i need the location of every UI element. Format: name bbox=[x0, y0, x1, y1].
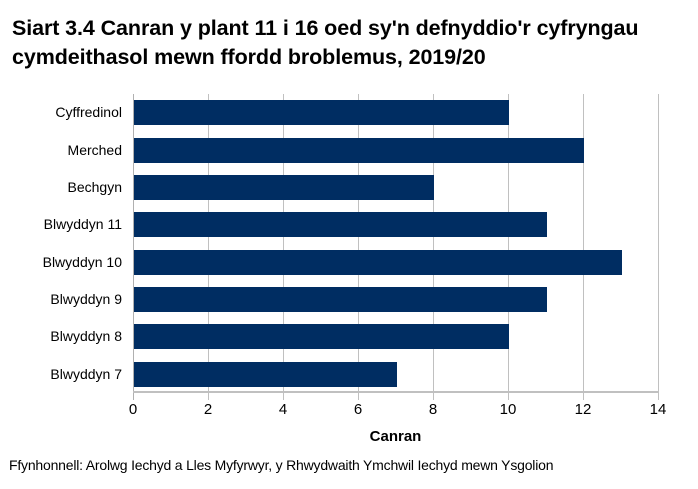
plot-area bbox=[133, 94, 659, 400]
x-tick-label: 12 bbox=[574, 401, 592, 418]
category-label: Merched bbox=[67, 142, 122, 158]
x-tick-label: 8 bbox=[428, 401, 438, 418]
y-axis-line bbox=[133, 94, 134, 400]
category-label: Bechgyn bbox=[67, 179, 122, 195]
x-axis-line bbox=[133, 391, 658, 393]
bar bbox=[134, 175, 434, 200]
category-label: Blwyddyn 7 bbox=[50, 366, 122, 382]
gridline bbox=[283, 94, 284, 400]
bar bbox=[134, 100, 509, 125]
bar bbox=[134, 250, 622, 275]
gridline bbox=[358, 94, 359, 400]
category-label: Blwyddyn 8 bbox=[50, 328, 122, 344]
bar bbox=[134, 212, 547, 237]
x-tick-label: 4 bbox=[278, 401, 288, 418]
x-tick-label: 6 bbox=[353, 401, 363, 418]
category-label: Blwyddyn 11 bbox=[43, 216, 122, 232]
gridline bbox=[508, 94, 509, 400]
bar bbox=[134, 362, 397, 387]
gridline bbox=[583, 94, 584, 400]
source-note: Ffynhonnell: Arolwg Iechyd a Lles Myfyrw… bbox=[9, 457, 554, 473]
x-tick-label: 10 bbox=[499, 401, 517, 418]
category-label: Blwyddyn 9 bbox=[50, 291, 122, 307]
category-label: Blwyddyn 10 bbox=[42, 254, 122, 270]
x-tick-label: 0 bbox=[128, 401, 138, 418]
x-tick-label: 2 bbox=[203, 401, 213, 418]
gridline bbox=[658, 94, 659, 400]
x-axis-label: Canran bbox=[369, 428, 422, 445]
chart-title: Siart 3.4 Canran y plant 11 i 16 oed sy'… bbox=[12, 16, 639, 69]
x-tick-label: 14 bbox=[649, 401, 667, 418]
gridline bbox=[208, 94, 209, 400]
bar bbox=[134, 138, 584, 163]
gridline bbox=[433, 94, 434, 400]
bar bbox=[134, 324, 509, 349]
bar bbox=[134, 287, 547, 312]
category-label: Cyffredinol bbox=[55, 104, 122, 120]
